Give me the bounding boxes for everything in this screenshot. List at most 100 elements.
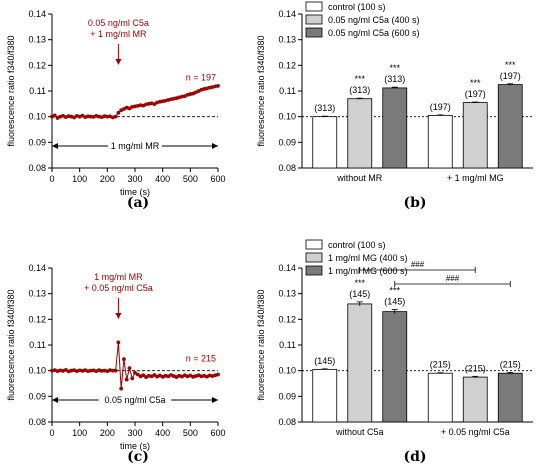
a-data-point-20 <box>105 114 110 119</box>
b-y-tick-label-5: 0.13 <box>278 35 296 45</box>
d-legend-swatch-1 <box>305 252 323 263</box>
b-legend-label-2: 0.05 ng/ml C5a (600 s) <box>328 28 420 38</box>
b-y-axis-label: fluorescence ratio f340/f380 <box>256 35 266 146</box>
a-data-point-11 <box>80 113 85 118</box>
a-x-tick-label-4: 400 <box>155 174 170 184</box>
a-data-point-60 <box>216 83 220 88</box>
c-data-point-31 <box>135 372 140 377</box>
b-legend-label-0: control (100 s) <box>328 2 386 12</box>
b-bar-1-1 <box>462 102 488 169</box>
c-x-tick-label-3: 300 <box>127 428 142 438</box>
d-y-tick-label-5: 0.13 <box>278 289 296 299</box>
b-bar-0-1 <box>347 98 373 169</box>
a-series-line <box>51 85 219 119</box>
a-x-tick-label-1: 100 <box>72 174 87 184</box>
d-category-label-1: + 0.05 ng/ml C5a <box>441 427 510 437</box>
d-comparison-label-0: ### <box>411 260 425 269</box>
c-data-point-60 <box>216 372 220 377</box>
d-y-tick-label-0: 0.08 <box>278 417 296 427</box>
c-x-axis-label: time (s) <box>120 441 150 451</box>
c-data-point-28 <box>127 366 132 370</box>
a-y-tick-label-0: 0.08 <box>28 163 46 173</box>
d-legend-swatch-2 <box>305 265 323 276</box>
a-annotation-arrow-head <box>115 59 122 65</box>
d-y-tick-label-1: 0.09 <box>278 391 296 401</box>
d-count-label-0-0: (145) <box>314 356 335 366</box>
d-y-tick-label-6: 0.14 <box>278 263 296 273</box>
a-x-axis-label: time (s) <box>120 187 150 197</box>
a-n-label: n = 197 <box>186 73 216 83</box>
b-bar-0-0 <box>312 116 338 169</box>
c-n-label: n = 215 <box>186 354 216 364</box>
a-data-point-24 <box>116 110 121 115</box>
b-count-label-0-0: (313) <box>314 103 335 113</box>
a-x-tick-label-0: 0 <box>49 174 54 184</box>
d-bar-1-1 <box>462 376 488 423</box>
c-data-point-5 <box>63 367 68 372</box>
a-y-axis-label: fluorescence ratio f340/f380 <box>6 35 16 146</box>
b-significance-1-1: *** <box>470 78 481 88</box>
a-x-tick-label-3: 300 <box>127 174 142 184</box>
c-data-point-23 <box>113 368 118 373</box>
d-y-tick-label-4: 0.12 <box>278 314 296 324</box>
a-data-point-37 <box>152 102 157 106</box>
c-data-point-14 <box>88 368 93 373</box>
c-data-point-37 <box>152 373 157 377</box>
a-range-bar-left-head <box>52 143 58 149</box>
c-data-point-22 <box>110 368 115 373</box>
d-legend-label-1: 1 mg/ml MG (400 s) <box>328 253 408 263</box>
d-comparison-label-1: ### <box>446 274 460 283</box>
c-data-point-24 <box>116 340 121 345</box>
b-category-label-1: + 1 mg/ml MG <box>447 173 504 183</box>
b-legend-swatch-2 <box>305 27 323 38</box>
c-data-point-25 <box>119 386 124 391</box>
d-significance-0-2: *** <box>389 286 400 296</box>
a-x-tick-label-5: 500 <box>183 174 198 184</box>
d-count-label-0-1: (145) <box>349 289 370 299</box>
b-bar-1-0 <box>427 114 453 169</box>
d-count-label-1-0: (215) <box>430 360 451 370</box>
d-count-label-0-2: (145) <box>384 297 405 307</box>
c-x-tick-label-6: 600 <box>210 428 225 438</box>
a-data-point-23 <box>113 114 118 119</box>
a-y-tick-label-5: 0.13 <box>28 35 46 45</box>
d-legend-swatch-0 <box>305 239 323 250</box>
a-x-tick-label-2: 200 <box>100 174 115 184</box>
a-data-point-1 <box>52 113 57 118</box>
c-x-tick-label-4: 400 <box>155 428 170 438</box>
b-legend-swatch-1 <box>305 14 323 25</box>
b-significance-0-1: *** <box>354 74 365 84</box>
d-bar-1-2 <box>497 372 523 423</box>
d-legend-label-0: control (100 s) <box>328 240 386 250</box>
c-range-bar-label-bg <box>98 393 172 406</box>
a-data-point-14 <box>88 114 93 119</box>
d-bar-0-1 <box>347 303 373 423</box>
c-x-tick-label-2: 200 <box>100 428 115 438</box>
c-data-point-33 <box>141 373 146 378</box>
a-y-tick-label-4: 0.12 <box>28 60 46 70</box>
a-y-tick-label-3: 0.11 <box>29 86 46 96</box>
d-bar-1-0 <box>427 372 453 423</box>
d-bar-0-0 <box>312 368 338 423</box>
a-data-point-13 <box>86 114 90 119</box>
c-y-tick-label-6: 0.14 <box>28 263 46 273</box>
b-y-tick-label-3: 0.11 <box>279 86 296 96</box>
c-y-tick-label-1: 0.09 <box>28 391 46 401</box>
c-data-point-29 <box>130 376 135 381</box>
d-y-axis-label: fluorescence ratio f340/f380 <box>256 289 266 400</box>
c-data-point-30 <box>133 370 137 375</box>
c-data-point-18 <box>99 369 104 373</box>
b-significance-0-2: *** <box>389 63 400 73</box>
c-y-tick-label-2: 0.10 <box>28 366 46 376</box>
b-bar-0-2 <box>382 87 408 169</box>
b-count-label-0-2: (313) <box>384 74 405 84</box>
d-significance-0-1: *** <box>354 278 365 288</box>
a-y-tick-label-2: 0.10 <box>28 112 46 122</box>
b-count-label-0-1: (313) <box>349 85 370 95</box>
c-data-point-26 <box>122 357 126 362</box>
c-x-tick-label-0: 0 <box>49 428 54 438</box>
c-y-tick-label-3: 0.11 <box>29 340 46 350</box>
a-y-tick-label-6: 0.14 <box>28 9 46 19</box>
c-data-point-27 <box>124 377 129 382</box>
